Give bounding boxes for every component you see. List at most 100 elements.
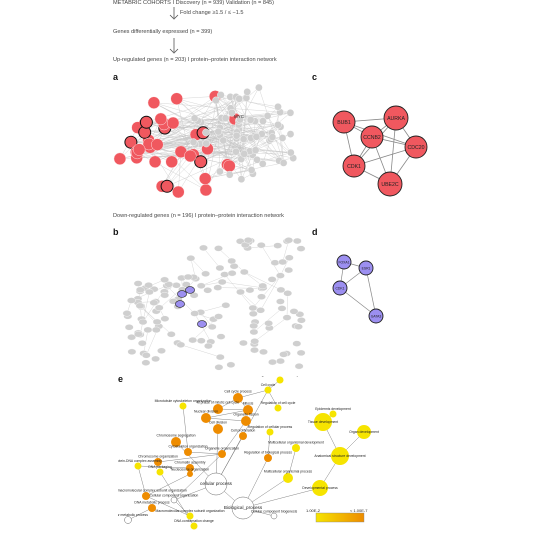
go-term-label: Cytoskeleton organization [168, 444, 207, 448]
node-gata3 [368, 308, 384, 324]
neighbor-gene-node [232, 147, 240, 156]
go-term-label: Protein-DNA complex assembly [118, 459, 162, 463]
neighbor-gene-node [190, 114, 199, 123]
down-gene-node [256, 241, 266, 249]
neighbor-gene-node [189, 138, 198, 146]
down-gene-node [277, 305, 287, 312]
neighbor-gene-node [258, 160, 267, 168]
down-gene-node [127, 333, 137, 341]
neighbor-gene-node [217, 91, 225, 99]
go-term-node [292, 444, 300, 452]
go-term-label: Chromosome segregation [156, 433, 195, 437]
myc-hub-label: MYC [234, 114, 245, 119]
node-aurka [383, 105, 409, 131]
legend-low-label: 1.00E-2 [306, 508, 321, 513]
go-term-label: Tissue development [308, 420, 338, 424]
down-gene-node [257, 293, 266, 300]
go-term-node [312, 480, 328, 496]
go-term-node [201, 413, 211, 423]
up-regulated-network: MYC [113, 83, 297, 199]
go-term-node [184, 448, 192, 456]
down-gene-node [273, 242, 283, 249]
neighbor-gene-node [235, 94, 243, 103]
down-gene-node [160, 276, 169, 283]
down-gene-node [227, 270, 237, 277]
up-gene-node [124, 135, 138, 149]
label-cdc20: CDC20 [407, 145, 424, 151]
down-hub-network: FOXA1 ESR1 CDK1 GATA3 [332, 254, 384, 324]
down-gene-node [133, 280, 143, 287]
go-term-node [148, 504, 156, 512]
down-gene-node [137, 339, 147, 347]
go-term-label: Organ development [349, 430, 379, 434]
down-gene-node [214, 313, 224, 320]
down-gene-node [296, 349, 306, 357]
go-term-node [218, 450, 226, 458]
neighbor-gene-node [286, 108, 295, 117]
go-term-label: Cell division [209, 420, 227, 424]
go-term-node [264, 386, 272, 394]
go-term-node [329, 410, 337, 418]
down-gene-node [196, 337, 206, 344]
down-gene-node [176, 341, 186, 349]
neighbor-gene-node [274, 102, 282, 111]
neighbor-gene-node [268, 133, 277, 141]
neighbor-gene-node [214, 127, 223, 136]
up-gene-node [148, 155, 162, 169]
go-term-label: Organelle fission [233, 412, 258, 416]
down-gene-node [138, 318, 148, 326]
node-ube2c [377, 171, 403, 197]
label-gata3: GATA3 [371, 315, 382, 319]
down-gene-node [160, 292, 170, 299]
go-term-label: Mitosis [243, 401, 254, 405]
label-ccnb2: CCNB2 [363, 135, 381, 141]
down-gene-node [296, 245, 306, 252]
down-gene-node [149, 299, 159, 306]
go-term-node [124, 516, 132, 524]
go-term-label: Cellular component organization [150, 493, 199, 497]
label-ube2c: UBE2C [381, 182, 399, 188]
panel-label-b: b [113, 227, 119, 237]
up-gene-node [139, 115, 153, 129]
node-cdk1-down [332, 280, 348, 296]
down-gene-node [189, 292, 199, 299]
down-gene-node [275, 272, 285, 279]
go-term-label: Nuclear division [194, 409, 218, 413]
go-term-label: Macromolecular complex subunit organizat… [156, 509, 225, 513]
down-gene-node [135, 286, 145, 293]
neighbor-gene-node [240, 150, 248, 158]
node-esr1 [358, 260, 374, 276]
down-gene-node [275, 298, 285, 305]
go-term-node [283, 473, 293, 483]
down-gene-node [172, 282, 181, 289]
label-esr1: ESR1 [362, 267, 371, 271]
neighbor-gene-node [212, 96, 220, 105]
down-gene-node [152, 318, 162, 326]
down-hub-gene-node [177, 290, 187, 298]
down-gene-node [143, 326, 153, 334]
down-gene-node [145, 288, 154, 296]
neighbor-gene-node [236, 115, 244, 124]
go-term-node [213, 404, 223, 414]
down-gene-node [217, 278, 227, 286]
down-gene-node [151, 326, 161, 334]
go-term-label: Cellular component biogenesis [251, 509, 298, 513]
down-gene-node [294, 362, 304, 370]
go-term-label: Epidermis development [315, 407, 350, 411]
up-hub-network: AURKA BUB1 CCNB2 CDC20 CDK1 UBE2C [332, 105, 428, 197]
flow-arrows [169, 7, 179, 54]
down-gene-node [258, 282, 268, 290]
up-gene-node [170, 92, 183, 105]
go-term-label: Nucleosome organization [171, 467, 209, 471]
down-gene-node [188, 336, 198, 344]
neighbor-gene-node [216, 167, 224, 176]
neighbor-gene-node [221, 114, 230, 123]
neighbor-gene-node [255, 83, 263, 92]
down-gene-node [250, 346, 259, 354]
panel-label-d: d [312, 227, 318, 237]
down-hub-gene-node [185, 286, 195, 294]
go-term-node [156, 468, 164, 476]
up-gene-node [154, 112, 167, 126]
down-gene-node [216, 333, 226, 340]
up-gene-node [184, 149, 197, 163]
